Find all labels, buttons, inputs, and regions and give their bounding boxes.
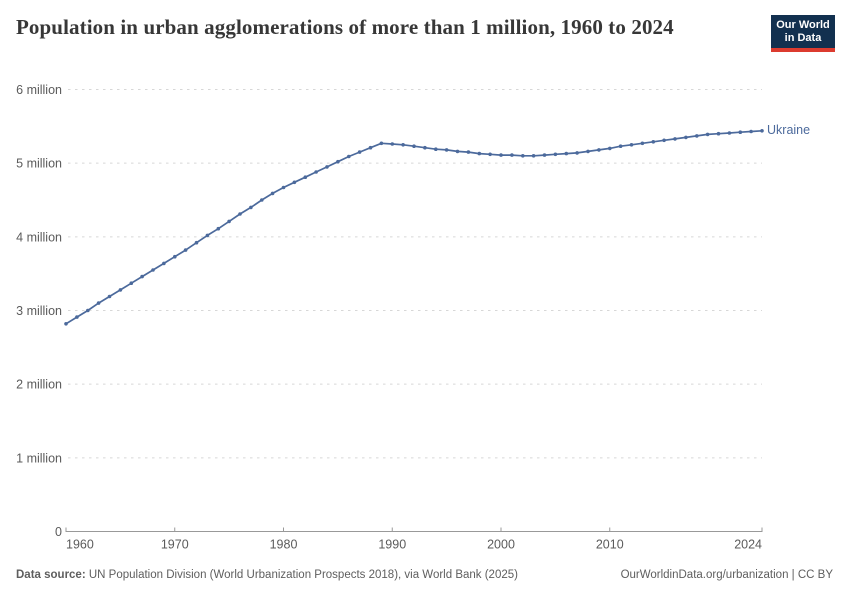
data-point[interactable] [727, 131, 732, 135]
data-point[interactable] [738, 130, 743, 134]
data-point[interactable] [162, 261, 166, 266]
data-point[interactable] [684, 135, 688, 140]
data-point[interactable] [564, 151, 569, 156]
data-point[interactable] [618, 144, 623, 148]
x-tick-label: 2010 [596, 538, 624, 552]
owid-logo-text: Our World in Data [771, 15, 835, 48]
data-point[interactable] [760, 129, 764, 133]
data-point[interactable] [260, 198, 264, 202]
data-point[interactable] [444, 148, 449, 152]
data-point[interactable] [575, 151, 579, 155]
y-tick-label: 5 million [16, 157, 62, 171]
data-point[interactable] [466, 150, 471, 154]
y-tick-label: 1 million [16, 451, 62, 465]
x-axis-line [65, 527, 763, 532]
data-point[interactable] [249, 205, 253, 210]
y-tick-label: 6 million [16, 83, 62, 97]
y-tick-label: 3 million [16, 304, 62, 318]
data-point[interactable] [597, 148, 601, 152]
data-point[interactable] [368, 145, 373, 150]
data-point[interactable] [281, 185, 286, 190]
data-point[interactable] [434, 147, 438, 151]
data-source-note: Data source: UN Population Division (Wor… [16, 568, 518, 582]
x-tick-label: 1960 [66, 538, 94, 552]
data-point[interactable] [64, 322, 68, 326]
data-point[interactable] [303, 175, 308, 179]
data-point[interactable] [151, 268, 155, 272]
data-point[interactable] [640, 141, 645, 146]
x-tick-label: 2024 [734, 538, 762, 552]
x-tick-label: 1970 [161, 538, 189, 552]
license-link[interactable]: OurWorldinData.org/urbanization | CC BY [620, 569, 833, 581]
data-point[interactable] [205, 233, 210, 238]
data-point[interactable] [695, 134, 699, 138]
data-source-label: Data source: [16, 569, 86, 581]
data-source-text: UN Population Division (World Urbanizati… [85, 569, 518, 581]
data-point[interactable] [662, 138, 666, 143]
data-point[interactable] [86, 308, 90, 313]
data-point[interactable] [488, 152, 492, 157]
data-point[interactable] [183, 248, 188, 252]
data-point[interactable] [510, 153, 514, 157]
data-point[interactable] [336, 159, 340, 164]
data-point[interactable] [455, 149, 460, 154]
data-point[interactable] [608, 146, 612, 151]
data-point[interactable] [194, 240, 199, 245]
chart-footer: Data source: UN Population Division (Wor… [16, 568, 833, 582]
data-point[interactable] [75, 315, 79, 319]
data-point[interactable] [521, 154, 525, 158]
data-point[interactable] [227, 219, 231, 224]
data-point[interactable] [749, 129, 753, 134]
data-point[interactable] [325, 165, 329, 169]
data-point[interactable] [705, 132, 710, 137]
y-tick-label: 0 [55, 525, 62, 539]
data-point[interactable] [477, 151, 482, 156]
data-point[interactable] [96, 301, 101, 305]
data-point[interactable] [586, 149, 590, 154]
y-tick-label: 4 million [16, 230, 62, 244]
data-point[interactable] [314, 170, 318, 174]
data-point[interactable] [401, 143, 405, 147]
chart-title: Population in urban agglomerations of mo… [16, 15, 674, 39]
data-point[interactable] [531, 154, 536, 158]
data-point[interactable] [216, 226, 221, 231]
data-point[interactable] [270, 191, 275, 196]
data-point[interactable] [140, 274, 144, 279]
data-point[interactable] [292, 180, 297, 185]
data-point[interactable] [651, 140, 656, 144]
data-point[interactable] [412, 144, 416, 148]
data-point[interactable] [542, 153, 547, 157]
data-point[interactable] [357, 150, 362, 154]
x-tick-label: 1980 [270, 538, 298, 552]
data-point[interactable] [107, 294, 112, 299]
data-point[interactable] [173, 254, 177, 259]
data-point[interactable] [423, 145, 427, 150]
series-line-ukraine[interactable] [65, 129, 763, 325]
data-point[interactable] [673, 137, 677, 141]
owid-logo-accent-bar [771, 48, 835, 52]
x-tick-label: 2000 [487, 538, 515, 552]
data-point[interactable] [379, 141, 384, 146]
series-entity-label[interactable]: Ukraine [767, 123, 811, 137]
data-point[interactable] [129, 281, 134, 286]
data-point[interactable] [347, 154, 351, 159]
data-point[interactable] [118, 288, 123, 292]
data-point[interactable] [553, 152, 558, 157]
owid-logo[interactable]: Our World in Data [771, 15, 835, 52]
y-tick-label: 2 million [16, 378, 62, 392]
data-point[interactable] [629, 143, 634, 147]
data-point[interactable] [716, 131, 721, 136]
data-point[interactable] [499, 153, 503, 157]
x-tick-label: 1990 [378, 538, 406, 552]
data-point[interactable] [390, 142, 395, 146]
data-point[interactable] [238, 212, 242, 216]
